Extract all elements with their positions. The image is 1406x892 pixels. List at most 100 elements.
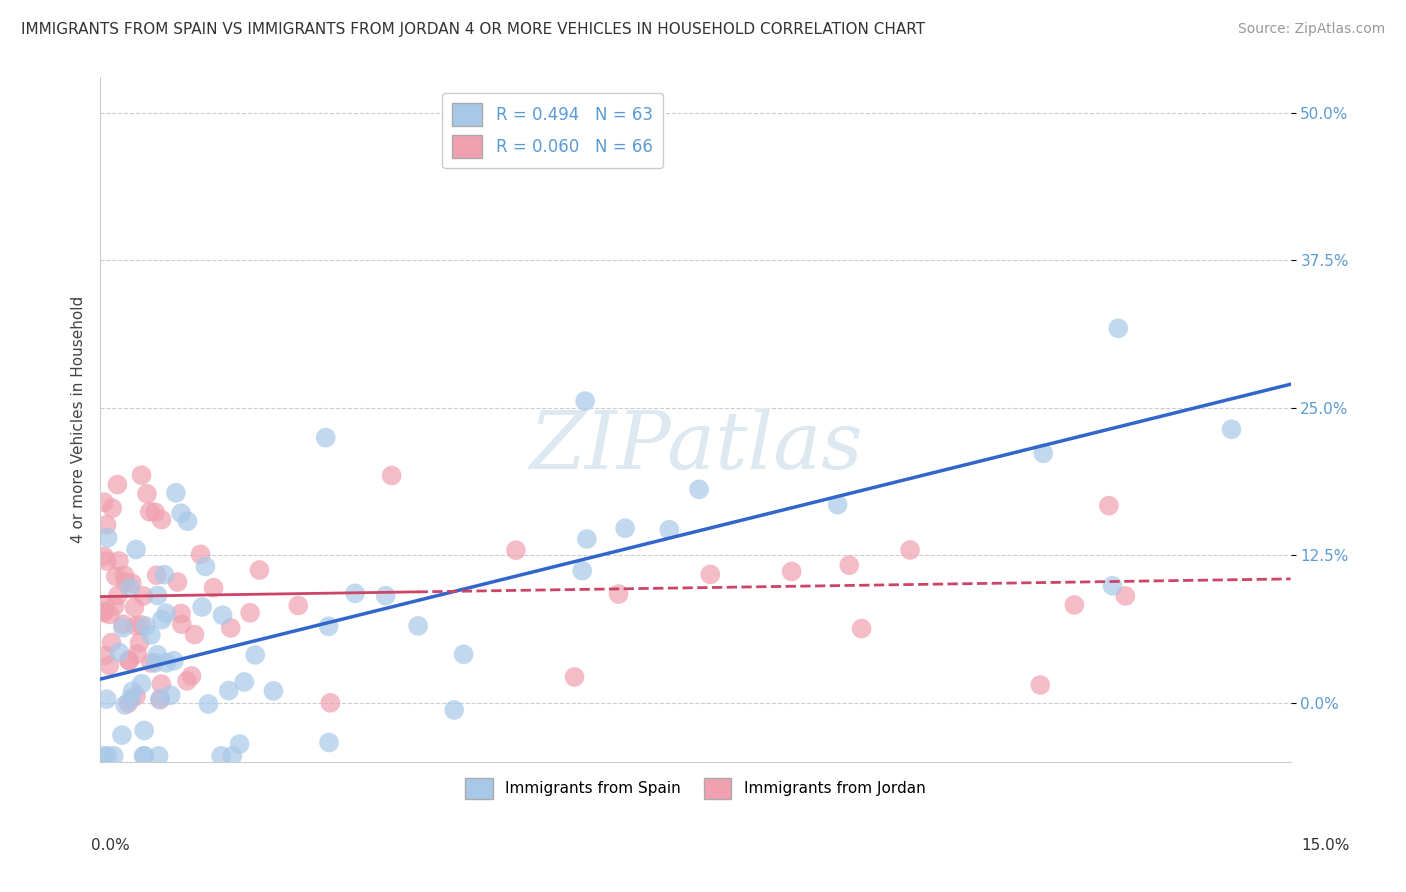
Point (96, 554, 118, 568)
Point (574, 394, 596, 409)
Point (239, 606, 262, 620)
Point (150, 677, 173, 691)
Point (111, 728, 134, 742)
Point (170, 506, 193, 520)
Point (146, 648, 169, 662)
Point (100, 635, 122, 649)
Point (120, 691, 142, 706)
Point (104, 569, 127, 583)
Point (170, 617, 193, 632)
Point (121, 684, 143, 698)
Point (209, 748, 232, 763)
Point (170, 607, 193, 621)
Point (98, 607, 121, 622)
Point (1101, 579, 1123, 593)
Point (180, 669, 202, 683)
Point (211, 608, 233, 623)
Point (614, 521, 637, 535)
Point (127, 647, 149, 661)
Point (194, 559, 217, 574)
Point (374, 589, 396, 603)
Point (114, 575, 136, 590)
Point (150, 512, 173, 526)
Point (132, 589, 155, 603)
Point (155, 656, 177, 670)
Point (118, 654, 141, 668)
Point (153, 567, 176, 582)
Point (1063, 598, 1085, 612)
Point (176, 514, 198, 528)
Point (155, 606, 177, 620)
Point (111, 617, 134, 632)
Text: ZIPatlas: ZIPatlas (529, 409, 862, 486)
Point (124, 600, 146, 615)
Point (318, 735, 340, 749)
Point (125, 618, 148, 632)
Point (93, 599, 115, 613)
Point (96, 692, 118, 706)
Point (145, 568, 167, 582)
Point (132, 748, 155, 763)
Point (453, 647, 475, 661)
Point (219, 621, 242, 635)
Point (315, 431, 337, 445)
Text: IMMIGRANTS FROM SPAIN VS IMMIGRANTS FROM JORDAN 4 OR MORE VEHICLES IN HOUSEHOLD : IMMIGRANTS FROM SPAIN VS IMMIGRANTS FROM… (21, 22, 925, 37)
Point (159, 688, 181, 702)
Point (249, 563, 271, 577)
Point (125, 689, 148, 703)
Point (149, 692, 172, 706)
Point (827, 498, 849, 512)
Point (221, 748, 243, 763)
Point (1107, 321, 1129, 335)
Point (103, 748, 125, 763)
Point (1114, 589, 1136, 603)
Point (114, 698, 136, 712)
Point (233, 675, 256, 690)
Point (202, 581, 225, 595)
Point (98, 658, 121, 673)
Point (898, 543, 921, 558)
Point (96, 748, 118, 763)
Point (131, 677, 153, 691)
Point (149, 691, 172, 706)
Point (117, 696, 139, 710)
Point (406, 619, 429, 633)
Point (165, 485, 187, 500)
Point (166, 574, 188, 589)
Point (344, 586, 367, 600)
Point (262, 684, 284, 698)
Point (105, 477, 128, 491)
Text: 15.0%: 15.0% (1302, 838, 1350, 854)
Point (93, 604, 115, 618)
Point (136, 487, 159, 501)
Point (1098, 499, 1121, 513)
Point (93, 606, 115, 620)
Point (139, 505, 162, 519)
Point (245, 648, 267, 662)
Point (571, 564, 593, 578)
Point (197, 697, 219, 711)
Point (228, 737, 250, 751)
Point (129, 618, 152, 632)
Point (287, 599, 309, 613)
Point (128, 636, 150, 650)
Point (94, 648, 117, 663)
Point (118, 581, 141, 595)
Point (183, 627, 205, 641)
Point (125, 542, 148, 557)
Point (108, 645, 131, 659)
Point (135, 619, 157, 633)
Point (564, 670, 586, 684)
Point (218, 683, 240, 698)
Point (319, 696, 342, 710)
Point (318, 619, 340, 633)
Point (575, 532, 598, 546)
Point (114, 568, 136, 582)
Text: Source: ZipAtlas.com: Source: ZipAtlas.com (1237, 22, 1385, 37)
Point (688, 483, 710, 497)
Point (104, 599, 127, 613)
Point (146, 589, 169, 603)
Point (93, 748, 115, 763)
Point (101, 501, 124, 516)
Point (163, 654, 186, 668)
